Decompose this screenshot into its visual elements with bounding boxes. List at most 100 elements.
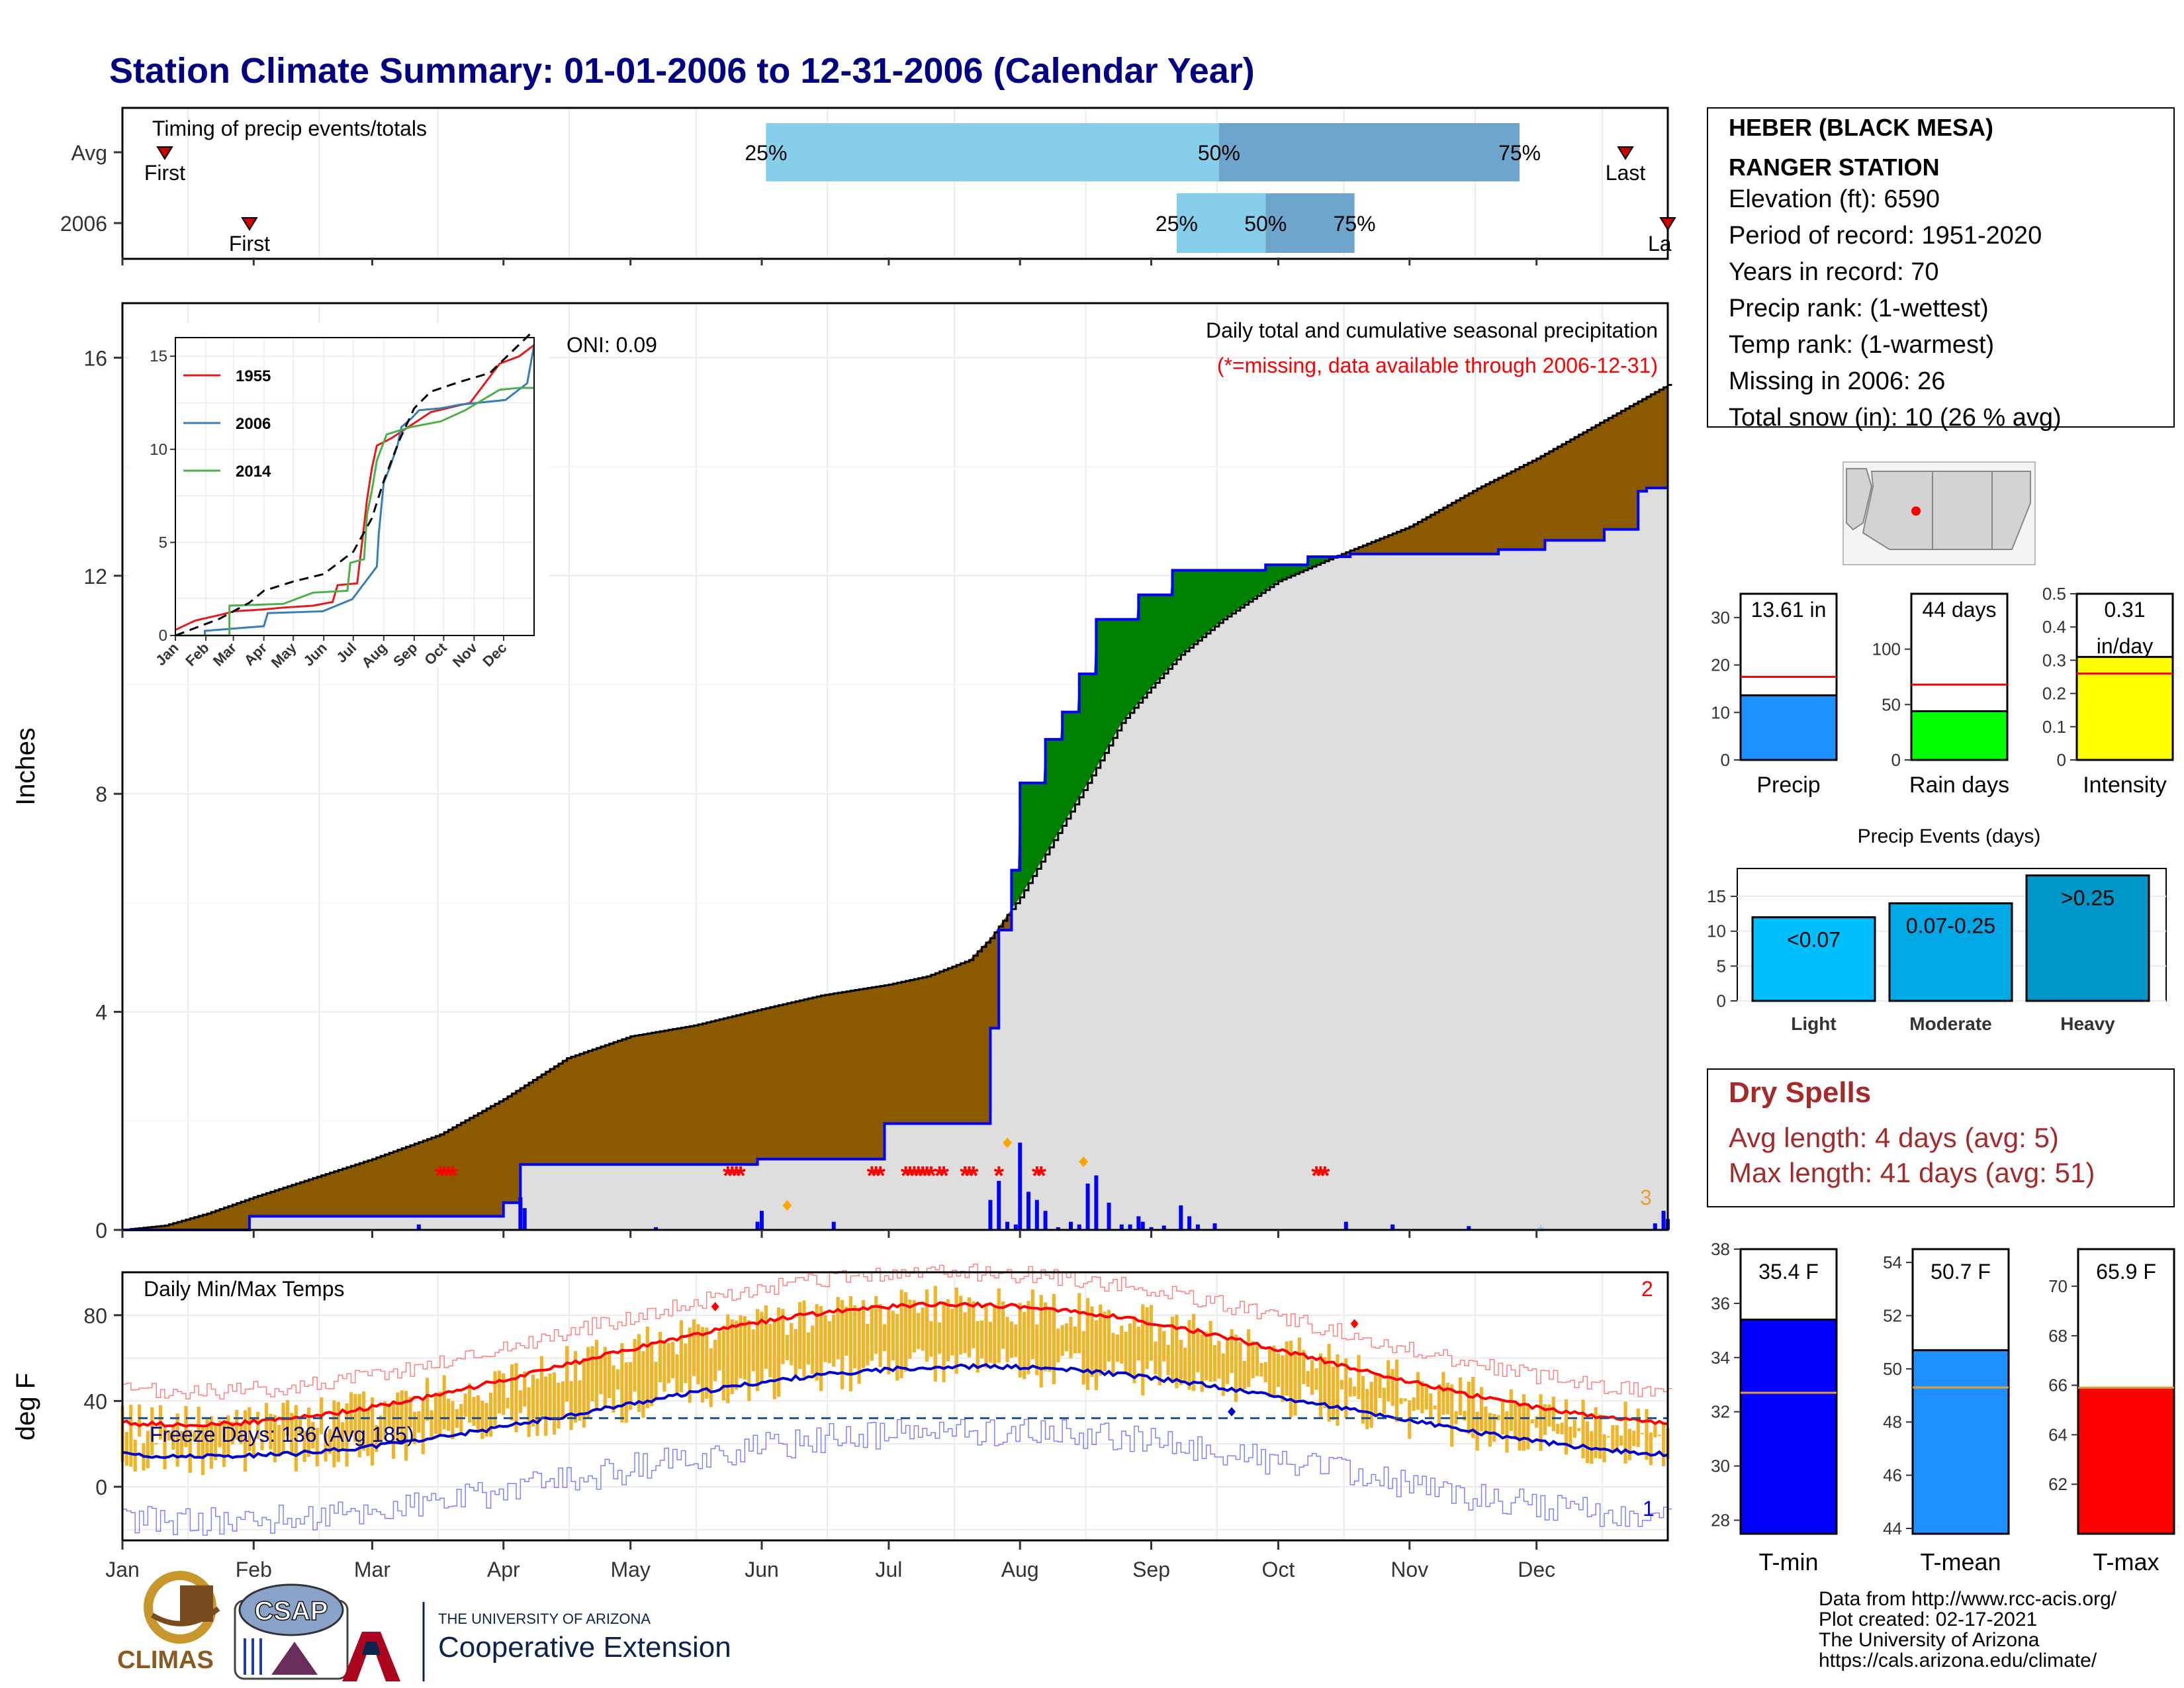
daily-temp-bar: [1077, 1293, 1081, 1354]
daily-temp-bar: [1044, 1302, 1048, 1372]
daily-temp-bar: [1429, 1393, 1433, 1419]
daily-temp-bar: [1518, 1404, 1522, 1451]
daily-temp-bar: [903, 1292, 908, 1372]
precip-ylabel: Inches: [11, 727, 40, 806]
csap-logo: CSAP: [234, 1583, 349, 1680]
timing-bar-lower-2006: [1176, 193, 1266, 253]
daily-temp-bar: [899, 1289, 903, 1379]
daily-precip-bar: [1077, 1224, 1081, 1230]
daily-temp-bar: [1581, 1399, 1585, 1459]
daily-temp-bar: [967, 1297, 972, 1358]
daily-temp-bar: [518, 1390, 522, 1413]
daily-temp-bar: [1632, 1430, 1636, 1446]
daily-temp-bar: [908, 1299, 912, 1359]
daily-temp-bar: [594, 1340, 599, 1409]
daily-precip-bar: [1653, 1223, 1657, 1230]
oni-label: ONI: 0.09: [567, 333, 657, 357]
daily-temp-bar: [1357, 1354, 1361, 1399]
month-axis: Jan Feb Mar Apr May Jun Jul Aug Sep Oct Nov Dec: [105, 258, 1555, 1581]
daily-temp-bar: [362, 1391, 366, 1451]
missing-data-marker: *: [905, 1162, 915, 1191]
summary-category-label: Rain days: [1909, 773, 2009, 798]
daily-temp-bar: [539, 1356, 543, 1417]
daily-precip-bar: [755, 1221, 760, 1230]
daily-temp-bar: [421, 1401, 425, 1454]
summary-ytick-label: 20: [1711, 655, 1730, 675]
temp-bar-category: T-max: [2093, 1548, 2159, 1575]
daily-temp-bar: [1467, 1382, 1471, 1434]
summary-ytick-label: 0.3: [2042, 650, 2066, 670]
daily-temp-bar: [484, 1403, 488, 1437]
timing-row-label: Avg: [71, 141, 107, 165]
daily-temp-bar: [281, 1403, 285, 1452]
last-label: Last: [1606, 161, 1646, 185]
summary-ytick-label: 30: [1711, 608, 1730, 628]
daily-temp-bar: [590, 1346, 594, 1401]
daily-temp-bar: [1463, 1411, 1467, 1421]
missing-days: Missing in 2006: 26: [1729, 367, 1945, 395]
csap-logo-text: CSAP: [254, 1597, 328, 1626]
daily-temp-bar: [612, 1365, 615, 1413]
daily-temp-bar: [1365, 1389, 1369, 1429]
daily-temp-bar: [582, 1358, 586, 1428]
daily-temp-bar: [124, 1432, 128, 1466]
daily-temp-bar: [1627, 1429, 1632, 1460]
daily-temp-bar: [400, 1390, 404, 1442]
daily-temp-bar: [1479, 1387, 1484, 1432]
daily-temp-bar: [569, 1381, 573, 1430]
daily-temp-bar: [1361, 1376, 1365, 1424]
daily-temp-bar: [256, 1411, 260, 1439]
daily-temp-bar: [764, 1305, 768, 1369]
precip-rank: Precip rank: (1-wettest): [1729, 295, 1989, 322]
missing-data-marker: *: [867, 1162, 878, 1191]
daily-temp-bar: [205, 1419, 209, 1455]
daily-temp-bar: [1488, 1413, 1492, 1447]
daily-temp-bar: [179, 1430, 184, 1458]
daily-temp-bar: [866, 1323, 870, 1366]
daily-temp-bar: [1026, 1301, 1030, 1374]
daily-temp-bar: [1255, 1346, 1259, 1376]
precip-corner-count: 3: [1640, 1186, 1652, 1209]
daily-temp-bar: [633, 1338, 637, 1392]
missing-data-marker: *: [447, 1162, 458, 1191]
daily-temp-bar: [1230, 1329, 1234, 1374]
daily-precip-bar: [518, 1197, 523, 1230]
dry-spells-box: Dry Spells Avg length: 4 days (avg: 5) M…: [1707, 1068, 2175, 1207]
month-label-sep: Sep: [1132, 1558, 1170, 1581]
daily-temp-bar: [1187, 1320, 1191, 1390]
daily-temp-bar: [1052, 1293, 1056, 1385]
timing-bar-lower-Avg: [766, 123, 1219, 181]
daily-temp-bar: [1399, 1397, 1403, 1404]
daily-temp-bar: [175, 1413, 179, 1467]
daily-temp-bar: [488, 1392, 493, 1437]
summary-bar-rain-days: [1910, 710, 2009, 761]
daily-temp-bar: [984, 1303, 988, 1368]
daily-temp-bar: [1526, 1405, 1530, 1450]
daily-temp-bar: [1572, 1419, 1576, 1438]
q75-label: 75%: [1334, 212, 1376, 236]
daily-temp-bar: [277, 1425, 281, 1454]
daily-temp-bar: [260, 1438, 264, 1450]
summary-bar-intensity: [2075, 655, 2174, 761]
daily-temp-bar: [197, 1407, 201, 1458]
summary-ytick-label: 0: [1721, 750, 1730, 770]
daily-temp-bar: [1323, 1356, 1327, 1408]
daily-temp-bar: [451, 1401, 455, 1440]
daily-temp-bar: [506, 1397, 510, 1409]
timing-bar-upper-Avg: [1218, 123, 1520, 181]
daily-temp-bar: [586, 1346, 590, 1419]
events-ytick-label: 10: [1707, 921, 1726, 941]
daily-temp-bar: [933, 1286, 937, 1382]
daily-temp-bar: [1611, 1425, 1615, 1450]
daily-temp-bar: [1530, 1419, 1534, 1424]
daily-temp-bar: [776, 1307, 781, 1397]
daily-temp-bar: [527, 1387, 531, 1437]
daily-temp-bar: [1564, 1399, 1569, 1455]
daily-temp-bar: [1306, 1371, 1310, 1387]
daily-precip-bar: [1390, 1224, 1395, 1230]
daily-temp-bar: [1496, 1415, 1500, 1421]
temp-bar-category: T-mean: [1920, 1548, 2001, 1575]
q25-label: 25%: [745, 141, 787, 165]
daily-temp-bar: [561, 1381, 565, 1419]
daily-temp-bar: [1547, 1404, 1551, 1427]
